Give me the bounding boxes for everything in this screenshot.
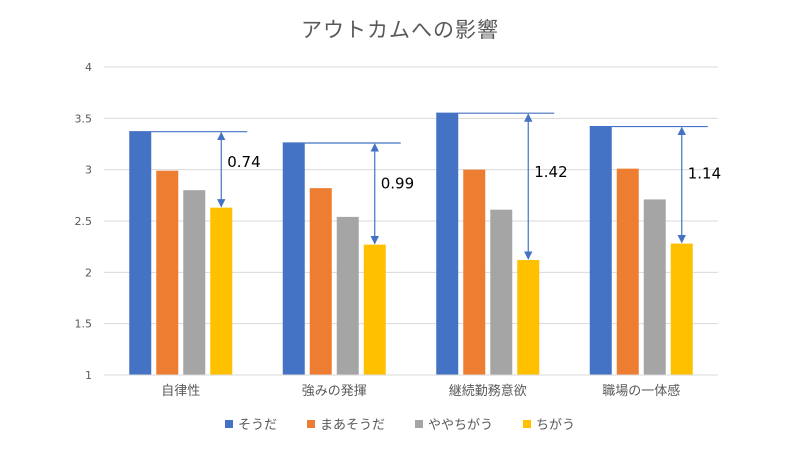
bar xyxy=(210,207,233,375)
bar xyxy=(129,131,152,375)
bar xyxy=(363,244,386,375)
bar xyxy=(643,199,666,375)
legend-item: ややちがう xyxy=(415,414,493,433)
x-tick-label: 自律性 xyxy=(161,384,200,399)
y-tick-label: 3.5 xyxy=(75,112,93,125)
bar xyxy=(282,142,305,375)
difference-label: 0.74 xyxy=(227,153,260,171)
y-tick-label: 1 xyxy=(85,369,92,382)
x-tick-label: 強みの発揮 xyxy=(302,384,367,399)
legend-item: ちがう xyxy=(523,414,575,433)
legend-label: そうだ xyxy=(237,418,277,433)
legend-label: ちがう xyxy=(536,418,576,433)
legend-swatch xyxy=(224,419,233,428)
legend-swatch xyxy=(415,419,423,428)
x-tick-label: 継続勤務意欲 xyxy=(449,383,527,399)
chart-title: アウトカムへの影響 xyxy=(301,18,499,42)
difference-label: 1.14 xyxy=(688,164,721,182)
y-tick-label: 3 xyxy=(85,164,92,177)
y-tick-label: 2 xyxy=(85,266,92,279)
legend-item: そうだ xyxy=(224,414,277,433)
bar xyxy=(589,126,612,376)
chart-legend: そうだ まあそうだ ややちがう ちがう xyxy=(0,414,800,433)
bar xyxy=(517,260,540,375)
difference-label: 0.99 xyxy=(381,175,414,193)
bar xyxy=(183,190,206,375)
bar xyxy=(490,209,513,375)
legend-swatch xyxy=(306,419,315,428)
y-tick-label: 1.5 xyxy=(75,318,93,331)
y-tick-label: 2.5 xyxy=(75,215,93,228)
x-tick-label: 職場の一体感 xyxy=(602,383,680,399)
bar xyxy=(463,169,486,375)
legend-item: まあそうだ xyxy=(306,414,385,433)
bar xyxy=(156,170,179,375)
bar xyxy=(436,113,459,375)
bar xyxy=(309,188,332,375)
legend-label: ややちがう xyxy=(428,418,494,433)
bar xyxy=(616,168,639,375)
y-tick-label: 4 xyxy=(85,61,92,74)
bar xyxy=(336,216,359,375)
legend-swatch xyxy=(523,419,532,428)
bar xyxy=(670,243,693,375)
difference-label: 1.42 xyxy=(534,163,567,181)
legend-label: まあそうだ xyxy=(319,418,385,433)
